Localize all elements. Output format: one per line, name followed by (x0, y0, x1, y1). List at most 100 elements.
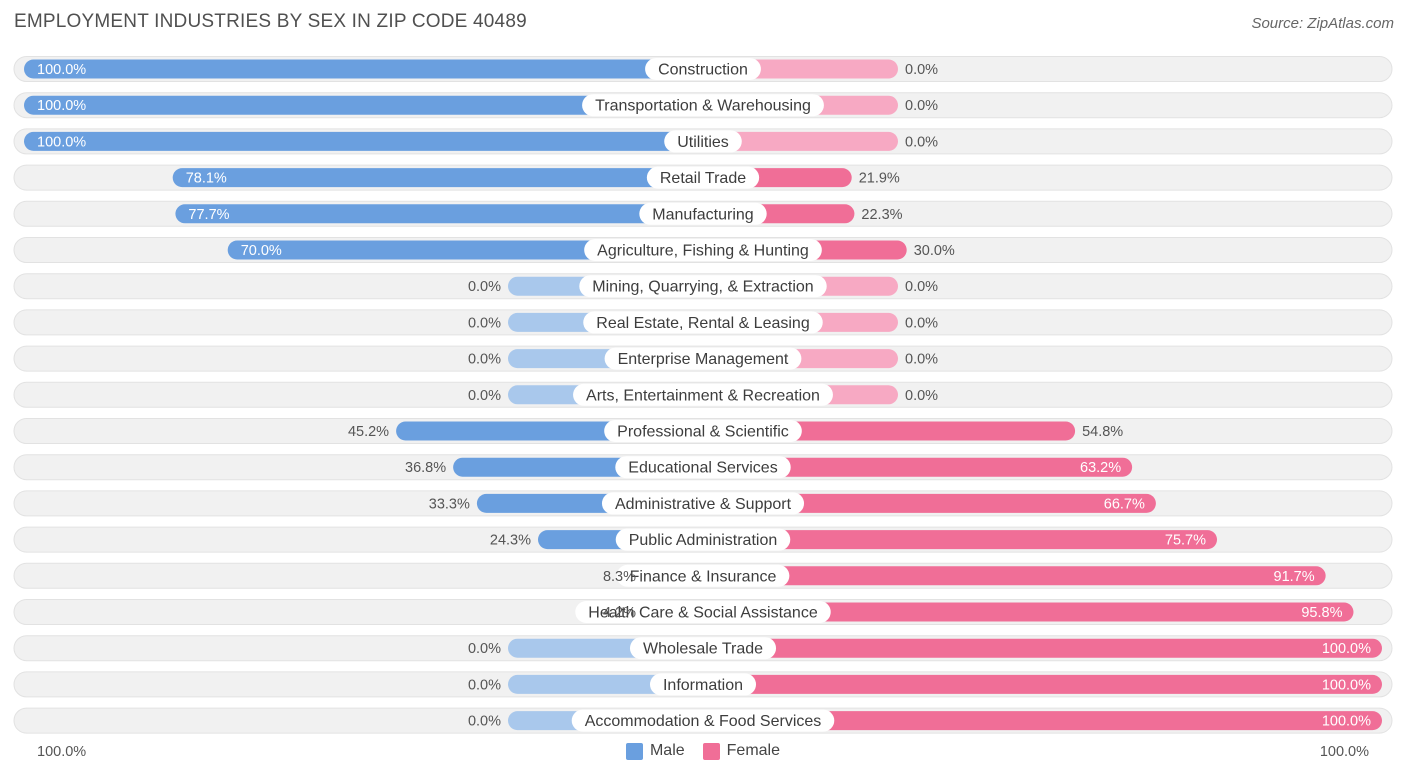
male-value-label: 36.8% (405, 460, 446, 476)
male-value-label: 78.1% (186, 171, 227, 187)
category-pill (645, 58, 761, 80)
category-pill (604, 420, 802, 442)
category-pill (583, 311, 823, 334)
female-bar (703, 457, 1133, 477)
male-value-label: 0.0% (468, 279, 501, 295)
female-bar (703, 602, 1354, 622)
female-value-label: 0.0% (905, 62, 938, 78)
category-pill (664, 130, 742, 153)
category-pill (571, 709, 835, 732)
male-value-label: 33.3% (429, 496, 470, 512)
category-label: Utilities (677, 134, 729, 151)
category-pill (601, 492, 805, 515)
category-label: Construction (658, 62, 748, 79)
male-value-label: 0.0% (468, 677, 501, 693)
male-value-label: 100.0% (37, 134, 86, 150)
category-pill (615, 456, 791, 479)
chart-title: EMPLOYMENT INDUSTRIES BY SEX IN ZIP CODE… (14, 11, 527, 32)
category-pill (649, 673, 757, 696)
category-label: Accommodation & Food Services (585, 713, 822, 730)
legend-label-male: Male (649, 742, 685, 759)
male-bar (175, 204, 704, 224)
male-bar (24, 131, 703, 151)
female-value-label: 30.0% (914, 243, 955, 259)
female-value-label: 100.0% (1322, 641, 1371, 657)
female-value-label: 0.0% (905, 388, 938, 404)
female-value-label: 75.7% (1165, 533, 1206, 549)
male-value-label: 100.0% (37, 98, 86, 114)
category-pill (579, 275, 827, 298)
female-value-label: 91.7% (1274, 569, 1315, 585)
category-label: Agriculture, Fishing & Hunting (597, 243, 809, 260)
male-value-label: 4.2% (603, 605, 636, 621)
female-value-label: 95.8% (1301, 605, 1342, 621)
female-bar (703, 131, 898, 151)
category-label: Information (663, 677, 743, 694)
female-value-label: 54.8% (1082, 424, 1123, 440)
female-value-label: 0.0% (905, 315, 938, 331)
axis-left-label: 100.0% (37, 744, 87, 760)
female-value-label: 0.0% (905, 98, 938, 114)
category-pill (584, 239, 822, 261)
source-credit: Source: ZipAtlas.com (1251, 15, 1394, 32)
category-label: Health Care & Social Assistance (588, 605, 818, 622)
female-bar (703, 566, 1326, 586)
male-value-label: 45.2% (348, 424, 389, 440)
category-label: Arts, Entertainment & Recreation (586, 387, 820, 404)
male-value-label: 77.7% (188, 207, 229, 223)
female-bar (703, 638, 1382, 658)
category-label: Administrative & Support (615, 496, 792, 513)
category-label: Transportation & Warehousing (595, 98, 811, 115)
category-label: Wholesale Trade (643, 641, 763, 658)
female-value-label: 21.9% (859, 171, 900, 187)
category-pill (582, 94, 824, 117)
legend: Male Female (0, 742, 1406, 760)
male-bar (24, 59, 703, 79)
male-value-label: 0.0% (468, 315, 501, 331)
male-value-label: 0.0% (468, 352, 501, 368)
female-value-label: 63.2% (1080, 460, 1121, 476)
legend-swatch-male (625, 742, 643, 760)
legend-swatch-female (702, 742, 720, 760)
female-bar (703, 530, 1218, 550)
male-value-label: 100.0% (37, 62, 86, 78)
male-bar (227, 240, 703, 260)
category-label: Public Administration (629, 532, 778, 549)
female-bar (703, 674, 1382, 694)
legend-item-female: Female (702, 742, 781, 760)
category-label: Professional & Scientific (617, 424, 789, 441)
male-bar (24, 95, 703, 115)
category-pill (629, 637, 777, 660)
category-label: Enterprise Management (618, 351, 789, 368)
category-pill (575, 601, 831, 623)
category-label: Real Estate, Rental & Leasing (596, 315, 809, 332)
female-value-label: 0.0% (905, 134, 938, 150)
male-bar (172, 168, 704, 188)
male-value-label: 0.0% (468, 641, 501, 657)
female-bar (703, 493, 1156, 513)
category-pill (573, 383, 833, 406)
category-label: Educational Services (628, 460, 777, 477)
category-label: Finance & Insurance (630, 568, 777, 585)
axis-right-label: 100.0% (1319, 744, 1369, 760)
category-pill (646, 166, 760, 189)
female-value-label: 22.3% (861, 207, 902, 223)
category-pill (615, 528, 791, 551)
female-bar (703, 711, 1382, 731)
male-value-label: 70.0% (241, 243, 282, 259)
legend-label-female: Female (726, 742, 781, 759)
category-label: Mining, Quarrying, & Extraction (592, 279, 813, 296)
category-label: Retail Trade (660, 170, 746, 187)
legend-item-male: Male (625, 742, 685, 760)
male-value-label: 0.0% (468, 714, 501, 730)
female-value-label: 100.0% (1322, 677, 1371, 693)
male-value-label: 24.3% (490, 533, 531, 549)
male-value-label: 0.0% (468, 388, 501, 404)
category-pill (616, 564, 790, 587)
category-label: Manufacturing (652, 206, 753, 223)
female-value-label: 100.0% (1322, 714, 1371, 730)
female-value-label: 0.0% (905, 279, 938, 295)
female-value-label: 66.7% (1104, 496, 1145, 512)
category-pill (639, 202, 767, 225)
